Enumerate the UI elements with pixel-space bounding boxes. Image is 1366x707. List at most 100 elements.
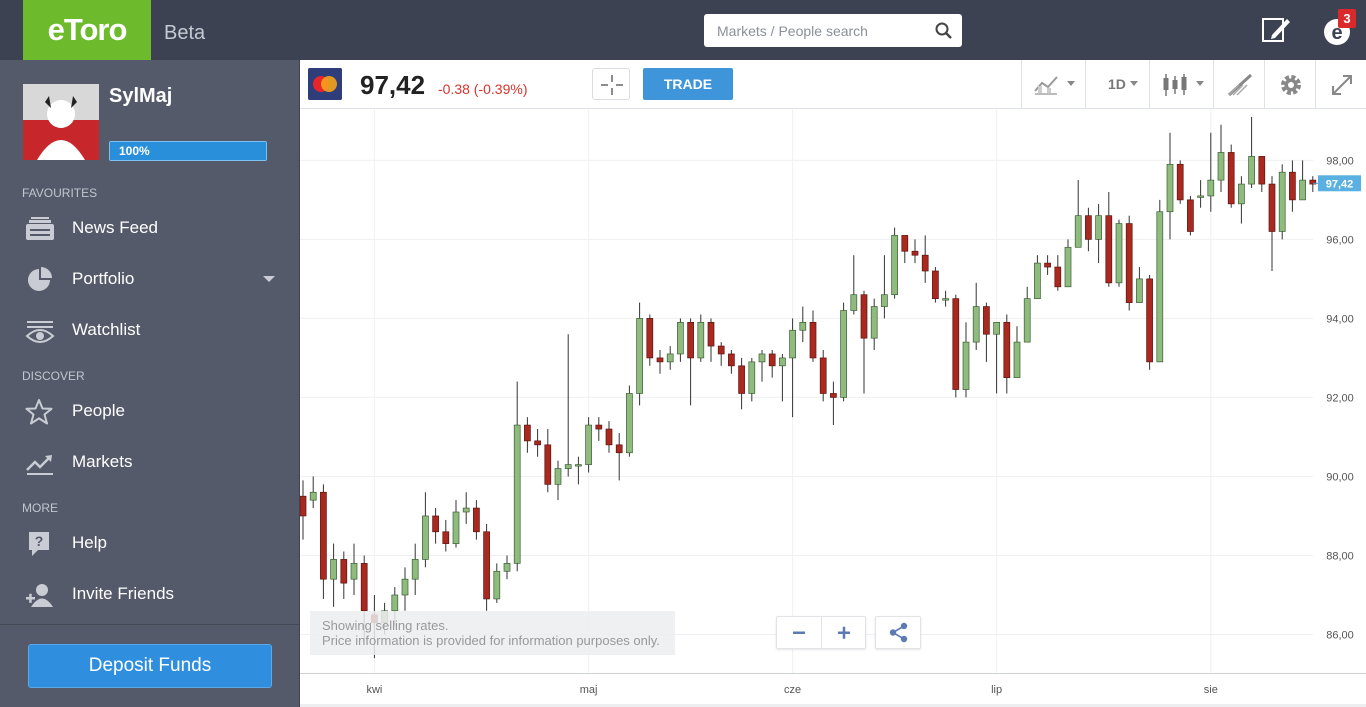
- sidebar-item-markets[interactable]: Markets: [0, 438, 299, 488]
- y-tick-label: 90,00: [1326, 471, 1354, 483]
- candle-body: [891, 235, 898, 296]
- candle-body: [728, 353, 735, 367]
- chart-navigator-strip[interactable]: [300, 704, 1366, 707]
- candle-body: [646, 318, 654, 359]
- candle-body: [1278, 171, 1286, 232]
- x-axis-line: [300, 673, 1366, 674]
- sidebar-item-news-feed[interactable]: News Feed: [0, 204, 299, 254]
- candle-body: [962, 341, 970, 390]
- username[interactable]: SylMaj: [109, 85, 173, 107]
- y-tick-label: 98,00: [1326, 155, 1354, 167]
- candle-body: [1013, 341, 1021, 379]
- candle-body: [738, 365, 745, 394]
- candle-body: [768, 353, 776, 367]
- candle-body: [1207, 179, 1215, 197]
- candle-body: [1238, 183, 1245, 205]
- drawing-tools-button[interactable]: [1213, 60, 1264, 109]
- chart-type-dropdown[interactable]: [1021, 60, 1085, 109]
- etoro-logo[interactable]: eToro: [23, 0, 151, 60]
- sidebar-item-invite-friends[interactable]: Invite Friends: [0, 570, 299, 620]
- candle-body: [666, 353, 674, 363]
- invite-friends-icon: [26, 584, 53, 607]
- chart-header: 97,42 -0.38 (-0.39%) TRADE 1D: [300, 60, 1366, 109]
- minus-icon: [793, 631, 805, 634]
- sidebar-item-watchlist[interactable]: Watchlist: [0, 306, 299, 356]
- sidebar-item-portfolio[interactable]: Portfolio: [0, 255, 299, 305]
- candle-body: [870, 306, 878, 339]
- candle-body: [626, 393, 633, 454]
- candle-body: [799, 322, 807, 331]
- candles-icon: [1163, 74, 1187, 96]
- section-favourites: Favourites: [22, 186, 98, 200]
- candle-body: [615, 444, 623, 454]
- candle-body: [830, 393, 837, 398]
- candle-body: [901, 235, 909, 252]
- edit-post-icon[interactable]: [1260, 14, 1292, 46]
- y-tick-label: 86,00: [1326, 629, 1354, 641]
- chevron-down-icon[interactable]: [263, 276, 275, 282]
- eye-icon: [25, 321, 55, 343]
- candlestick-chart-svg[interactable]: 86,00 88,00 90,00 92,00 94,00 96,00 98,00 97,42: [300, 109, 1366, 674]
- candle-body: [707, 322, 715, 347]
- avatar[interactable]: [23, 84, 99, 160]
- candle-body: [1227, 152, 1235, 205]
- sidebar-item-label: Markets: [72, 452, 133, 471]
- candle-body: [605, 428, 613, 446]
- crosshair-icon: [601, 75, 623, 95]
- sidebar-item-people[interactable]: People: [0, 387, 299, 437]
- notice-line-1: Showing selling rates.: [322, 618, 449, 633]
- candle-body: [1105, 215, 1113, 284]
- candle-body: [1003, 322, 1011, 379]
- candle-body: [554, 468, 562, 485]
- pie-chart-icon: [28, 267, 52, 291]
- candle-body: [983, 306, 990, 335]
- notification-count-badge: 3: [1338, 9, 1356, 28]
- candle-body: [1034, 262, 1041, 300]
- candle-body: [575, 464, 582, 467]
- share-icon: [889, 622, 908, 643]
- chart-settings-button[interactable]: [1264, 60, 1315, 109]
- sidebar: SylMaj 100% Favourites News Feed Portfol…: [0, 60, 300, 707]
- section-discover: Discover: [22, 369, 85, 383]
- svg-text:e: e: [1331, 22, 1342, 44]
- progress-fill: [110, 142, 266, 160]
- x-tick-label: maj: [579, 684, 598, 696]
- zoom-out-button[interactable]: [777, 617, 821, 648]
- share-button[interactable]: [875, 616, 921, 649]
- chevron-down-icon: [1130, 81, 1138, 86]
- search-input[interactable]: [704, 14, 929, 47]
- deposit-funds-button[interactable]: Deposit Funds: [28, 644, 272, 688]
- candle-body: [993, 322, 1000, 335]
- fullscreen-button[interactable]: [1315, 60, 1366, 109]
- trade-button[interactable]: TRADE: [643, 68, 733, 100]
- candle-body: [1166, 163, 1174, 213]
- candle-body: [677, 322, 684, 355]
- price-chart[interactable]: 86,00 88,00 90,00 92,00 94,00 96,00 98,00 97,42…: [300, 109, 1366, 707]
- candle-body: [513, 424, 521, 564]
- candle-style-dropdown[interactable]: [1149, 60, 1213, 109]
- candle-body: [442, 531, 450, 544]
- current-price-tag: [1318, 175, 1361, 192]
- candle-body: [462, 507, 470, 513]
- candle-body: [1268, 183, 1276, 232]
- chevron-down-icon: [1067, 81, 1075, 86]
- sidebar-item-label: News Feed: [72, 218, 158, 237]
- search-icon[interactable]: [934, 21, 954, 41]
- crosshair-button[interactable]: [592, 68, 630, 100]
- candle-body: [585, 424, 592, 465]
- price-change: -0.38 (-0.39%): [438, 81, 528, 97]
- sidebar-divider: [0, 624, 299, 625]
- zoom-in-button[interactable]: [821, 617, 865, 648]
- section-more: More: [22, 501, 58, 515]
- candle-body: [850, 294, 858, 311]
- sidebar-item-label: Invite Friends: [72, 584, 175, 603]
- candle-body: [309, 491, 317, 501]
- sidebar-item-help[interactable]: ? Help: [0, 519, 299, 569]
- candle-body: [1248, 156, 1255, 185]
- candle-body: [1146, 278, 1153, 363]
- candle-body: [595, 424, 603, 430]
- candle-body: [932, 270, 939, 300]
- candle-body: [503, 563, 511, 572]
- timeframe-dropdown[interactable]: 1D: [1085, 60, 1149, 109]
